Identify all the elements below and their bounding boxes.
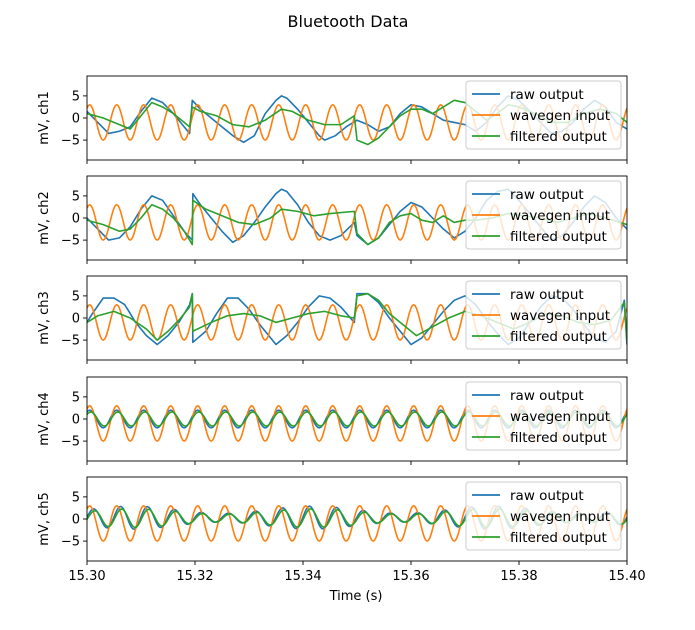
legend-label: wavegen input <box>510 108 610 124</box>
legend-label: wavegen input <box>510 409 610 425</box>
y-tick-label: −5 <box>61 134 80 149</box>
x-tick-label: 15.38 <box>500 569 537 584</box>
legend-box <box>465 280 622 350</box>
legend: raw output wavegen input filtered output <box>465 381 622 451</box>
y-tick-label: 0 <box>72 112 80 127</box>
y-tick-label: 0 <box>72 513 80 528</box>
x-tick-label: 15.32 <box>176 569 213 584</box>
y-tick-label: 5 <box>72 490 80 505</box>
legend-label: filtered output <box>510 329 607 345</box>
legend-label: wavegen input <box>510 509 610 525</box>
legend-label: filtered output <box>510 129 607 145</box>
y-tick-label: −5 <box>61 334 80 349</box>
x-axis-label: Time (s) <box>329 589 383 604</box>
legend-label: raw output <box>510 287 584 303</box>
legend-label: wavegen input <box>510 308 610 324</box>
y-axis-label: mV, ch5 <box>37 492 52 545</box>
legend-label: raw output <box>510 187 584 203</box>
subplot-2: −5 0 5 mV, ch2 raw output wavegen input filter… <box>37 175 628 264</box>
subplot-1: −5 0 5 mV, ch1 raw output wavegen input filter… <box>37 75 628 164</box>
x-tick-label: 15.30 <box>68 569 105 584</box>
y-axis-label: mV, ch1 <box>37 91 52 144</box>
subplots: −5 0 5 mV, ch1 raw output wavegen input filter… <box>37 75 628 565</box>
x-tick-label: 15.40 <box>608 569 645 584</box>
y-tick-label: 5 <box>72 189 80 204</box>
subplot-3: −5 0 5 mV, ch3 raw output wavegen input filter… <box>37 275 628 364</box>
legend-label: raw output <box>510 87 584 103</box>
y-tick-label: −5 <box>61 435 80 450</box>
subplot-5: −5 0 5 mV, ch5 raw output wavegen input filter… <box>37 476 628 565</box>
legend-box <box>465 481 622 551</box>
legend-box <box>465 80 622 150</box>
y-tick-label: 0 <box>72 312 80 327</box>
legend-label: filtered output <box>510 430 607 446</box>
legend: raw output wavegen input filtered output <box>465 280 622 350</box>
x-axis: 15.30 15.32 15.34 15.36 15.38 15.40 <box>68 569 645 584</box>
y-axis-label: mV, ch4 <box>37 392 52 445</box>
y-tick-label: 0 <box>72 212 80 227</box>
y-tick-label: −5 <box>61 234 80 249</box>
legend-label: filtered output <box>510 530 607 546</box>
y-tick-label: 0 <box>72 413 80 428</box>
legend-label: filtered output <box>510 229 607 245</box>
x-tick-label: 15.34 <box>284 569 321 584</box>
chart-title: Bluetooth Data <box>288 12 409 31</box>
legend-box <box>465 180 622 250</box>
y-axis-label: mV, ch2 <box>37 191 52 244</box>
x-tick-label: 15.36 <box>392 569 429 584</box>
legend: raw output wavegen input filtered output <box>465 180 622 250</box>
legend: raw output wavegen input filtered output <box>465 481 622 551</box>
y-tick-label: 5 <box>72 289 80 304</box>
legend-label: wavegen input <box>510 208 610 224</box>
y-tick-label: 5 <box>72 390 80 405</box>
legend-box <box>465 381 622 451</box>
subplot-4: −5 0 5 mV, ch4 raw output wavegen input filter… <box>37 376 628 465</box>
y-tick-label: 5 <box>72 89 80 104</box>
legend-label: raw output <box>510 388 584 404</box>
legend: raw output wavegen input filtered output <box>465 80 622 150</box>
legend-label: raw output <box>510 488 584 504</box>
y-axis-label: mV, ch3 <box>37 291 52 344</box>
y-tick-label: −5 <box>61 535 80 550</box>
